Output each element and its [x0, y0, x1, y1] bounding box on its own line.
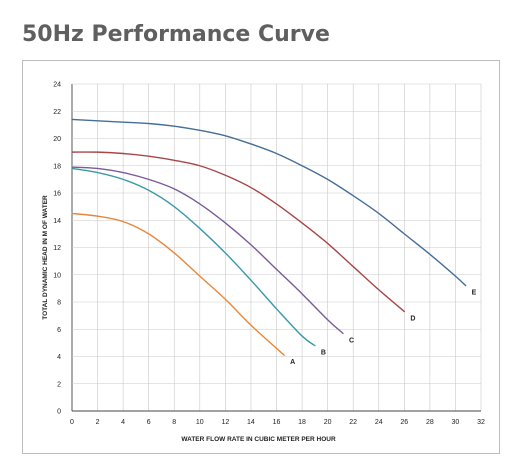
curve-label-e: E: [472, 290, 477, 297]
x-tick-label: 2: [96, 419, 100, 426]
curve-d: [71, 151, 406, 313]
y-tick-label: 6: [57, 327, 61, 334]
curve-a: [71, 212, 285, 356]
chart-frame: 0 2 4 6 8 10 12 14 16 18 20 22 24 26 28 30 32 0 2 4 6 8 10 12 14…: [22, 60, 500, 454]
x-tick-label: 30: [452, 419, 460, 426]
x-tick-label: 16: [273, 419, 281, 426]
performance-chart: 0 2 4 6 8 10 12 14 16 18 20 22 24 26 28 30 3202468101214…: [42, 82, 485, 444]
x-tick-label: 8: [172, 419, 176, 426]
x-tick-label: 18: [298, 419, 306, 426]
curve-e: [71, 118, 467, 287]
x-tick-label: 20: [324, 419, 332, 426]
x-tick-label: 6: [147, 419, 151, 426]
y-axis-label: TOTAL DYNAMIC HEAD IN M OF WATER: [42, 195, 49, 320]
y-tick-label: 2: [57, 381, 61, 388]
y-tick-label: 20: [53, 136, 61, 143]
y-tick-label: 18: [53, 163, 61, 170]
x-axis-label: WATER FLOW RATE IN CUBIC METER PER HOUR: [181, 436, 336, 443]
tick-labels: 0 2 4 6 8 10 12 14 16 18 20 22 24 26 28 30 3202468101214…: [53, 82, 485, 427]
x-tick-label: 12: [221, 419, 229, 426]
x-tick-label: 28: [426, 419, 434, 426]
series-layer: A B C D E: [71, 118, 477, 366]
curve-label-a: A: [290, 359, 295, 366]
y-tick-label: 22: [53, 109, 61, 116]
x-tick-label: 24: [375, 419, 383, 426]
y-tick-label: 8: [57, 300, 61, 307]
y-tick-label: 24: [53, 82, 61, 89]
x-tick-label: 0: [70, 419, 74, 426]
x-tick-label: 10: [196, 419, 204, 426]
x-tick-label: 32: [477, 419, 485, 426]
grid-layer: [71, 83, 482, 412]
y-tick-label: 12: [53, 245, 61, 252]
y-tick-label: 4: [57, 354, 61, 361]
curve-c: [71, 166, 344, 335]
x-tick-label: 22: [349, 419, 357, 426]
x-tick-label: 14: [247, 419, 255, 426]
curve-label-c: C: [349, 337, 354, 344]
x-tick-label: 26: [400, 419, 408, 426]
curve-label-b: B: [321, 350, 326, 357]
y-tick-label: 10: [53, 272, 61, 279]
curve-label-d: D: [410, 316, 415, 323]
x-tick-label: 4: [121, 419, 125, 426]
y-tick-label: 16: [53, 191, 61, 198]
y-tick-label: 0: [57, 409, 61, 416]
y-tick-label: 14: [53, 218, 61, 225]
page-title: 50Hz Performance Curve: [22, 22, 330, 47]
curve-b: [71, 167, 316, 347]
